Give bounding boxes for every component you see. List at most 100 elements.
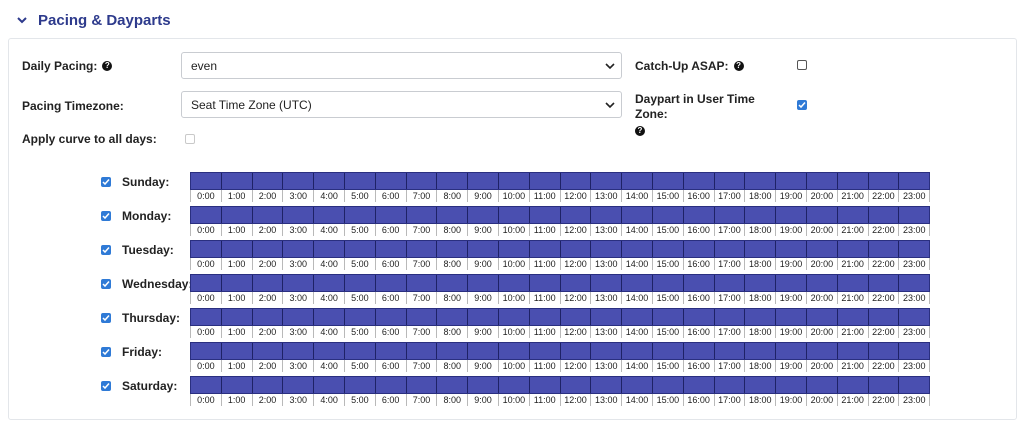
hour-cell[interactable] (745, 343, 777, 359)
hour-cell[interactable] (838, 377, 869, 393)
hour-cell[interactable] (437, 173, 469, 189)
hour-cell[interactable] (314, 377, 345, 393)
hour-cell[interactable] (622, 241, 653, 257)
hour-cell[interactable] (222, 377, 253, 393)
hour-cell[interactable] (591, 275, 623, 291)
hour-cell[interactable] (253, 207, 284, 223)
hour-cell[interactable] (530, 377, 561, 393)
hour-cell[interactable] (530, 173, 561, 189)
hour-cell[interactable] (622, 207, 653, 223)
hour-cell[interactable] (653, 275, 684, 291)
day-checkbox[interactable] (101, 381, 111, 391)
hour-cell[interactable] (530, 241, 561, 257)
hour-cell[interactable] (253, 309, 284, 325)
hour-cell[interactable] (407, 173, 438, 189)
day-checkbox[interactable] (101, 211, 111, 221)
day-checkbox[interactable] (101, 245, 111, 255)
hour-cell[interactable] (807, 207, 838, 223)
hour-cell[interactable] (653, 309, 684, 325)
hour-cell[interactable] (776, 377, 807, 393)
hour-cell[interactable] (869, 343, 900, 359)
hour-cell[interactable] (407, 343, 438, 359)
hour-cell[interactable] (684, 241, 715, 257)
hour-cell[interactable] (807, 377, 838, 393)
hour-cell[interactable] (345, 207, 376, 223)
hour-cell[interactable] (684, 275, 715, 291)
hour-cell[interactable] (468, 275, 499, 291)
section-header[interactable]: Pacing & Dayparts (16, 8, 171, 32)
hour-cell[interactable] (499, 173, 530, 189)
hour-cell[interactable] (376, 241, 407, 257)
hour-cell[interactable] (314, 343, 345, 359)
hour-cell[interactable] (191, 343, 222, 359)
hour-cell[interactable] (530, 309, 561, 325)
hour-cell[interactable] (653, 241, 684, 257)
hour-cell[interactable] (191, 309, 222, 325)
hour-cell[interactable] (222, 173, 253, 189)
hour-cell[interactable] (653, 343, 684, 359)
hour-cell[interactable] (345, 309, 376, 325)
hour-cell[interactable] (715, 377, 746, 393)
hour-cell[interactable] (191, 241, 222, 257)
help-icon[interactable]: ? (733, 61, 744, 71)
hour-cell[interactable] (561, 275, 592, 291)
hour-cell[interactable] (376, 343, 407, 359)
hour-cell[interactable] (684, 173, 715, 189)
hour-cell[interactable] (899, 309, 929, 325)
hour-cell[interactable] (776, 207, 807, 223)
hour-cell[interactable] (191, 275, 222, 291)
hour-cell[interactable] (591, 207, 623, 223)
hour-cell[interactable] (745, 241, 777, 257)
hour-cell[interactable] (283, 241, 315, 257)
daily-pacing-select[interactable]: even (181, 52, 622, 79)
hour-cell[interactable] (591, 343, 623, 359)
hour-cell[interactable] (222, 241, 253, 257)
hour-cell[interactable] (345, 377, 376, 393)
day-checkbox[interactable] (101, 177, 111, 187)
hour-cell[interactable] (314, 241, 345, 257)
hour-cell[interactable] (345, 173, 376, 189)
hour-cell[interactable] (715, 173, 746, 189)
hour-cell[interactable] (253, 275, 284, 291)
day-checkbox[interactable] (101, 313, 111, 323)
hour-cell[interactable] (407, 275, 438, 291)
hour-cell[interactable] (561, 309, 592, 325)
hour-cell[interactable] (622, 173, 653, 189)
hour-cell[interactable] (838, 241, 869, 257)
hour-cell[interactable] (222, 309, 253, 325)
hour-cell[interactable] (869, 207, 900, 223)
hour-cell[interactable] (376, 309, 407, 325)
hour-cell[interactable] (253, 173, 284, 189)
hour-cell[interactable] (376, 377, 407, 393)
hour-cell[interactable] (745, 207, 777, 223)
hour-cell[interactable] (437, 343, 469, 359)
hour-cell[interactable] (838, 207, 869, 223)
help-icon[interactable]: ? (102, 61, 113, 71)
apply-curve-checkbox[interactable] (185, 134, 195, 144)
hour-cell[interactable] (468, 241, 499, 257)
hour-cell[interactable] (345, 343, 376, 359)
hour-cell[interactable] (468, 309, 499, 325)
hour-cell[interactable] (899, 207, 929, 223)
hour-cell[interactable] (684, 377, 715, 393)
hour-cell[interactable] (561, 241, 592, 257)
hour-cell[interactable] (407, 241, 438, 257)
hour-cell[interactable] (222, 343, 253, 359)
hour-cell[interactable] (468, 173, 499, 189)
hour-cell[interactable] (807, 275, 838, 291)
hour-cell[interactable] (776, 309, 807, 325)
hour-cell[interactable] (899, 241, 929, 257)
help-icon[interactable]: ? (635, 126, 645, 136)
hour-cell[interactable] (283, 207, 315, 223)
pacing-timezone-select[interactable]: Seat Time Zone (UTC) (181, 91, 622, 118)
hour-cell[interactable] (437, 241, 469, 257)
hour-cell[interactable] (407, 309, 438, 325)
hour-cell[interactable] (591, 241, 623, 257)
daypart-user-tz-checkbox[interactable] (797, 100, 807, 110)
hour-cell[interactable] (530, 207, 561, 223)
hour-cell[interactable] (807, 309, 838, 325)
hour-cell[interactable] (530, 275, 561, 291)
hour-cell[interactable] (314, 275, 345, 291)
hour-cell[interactable] (869, 309, 900, 325)
hour-cell[interactable] (468, 377, 499, 393)
